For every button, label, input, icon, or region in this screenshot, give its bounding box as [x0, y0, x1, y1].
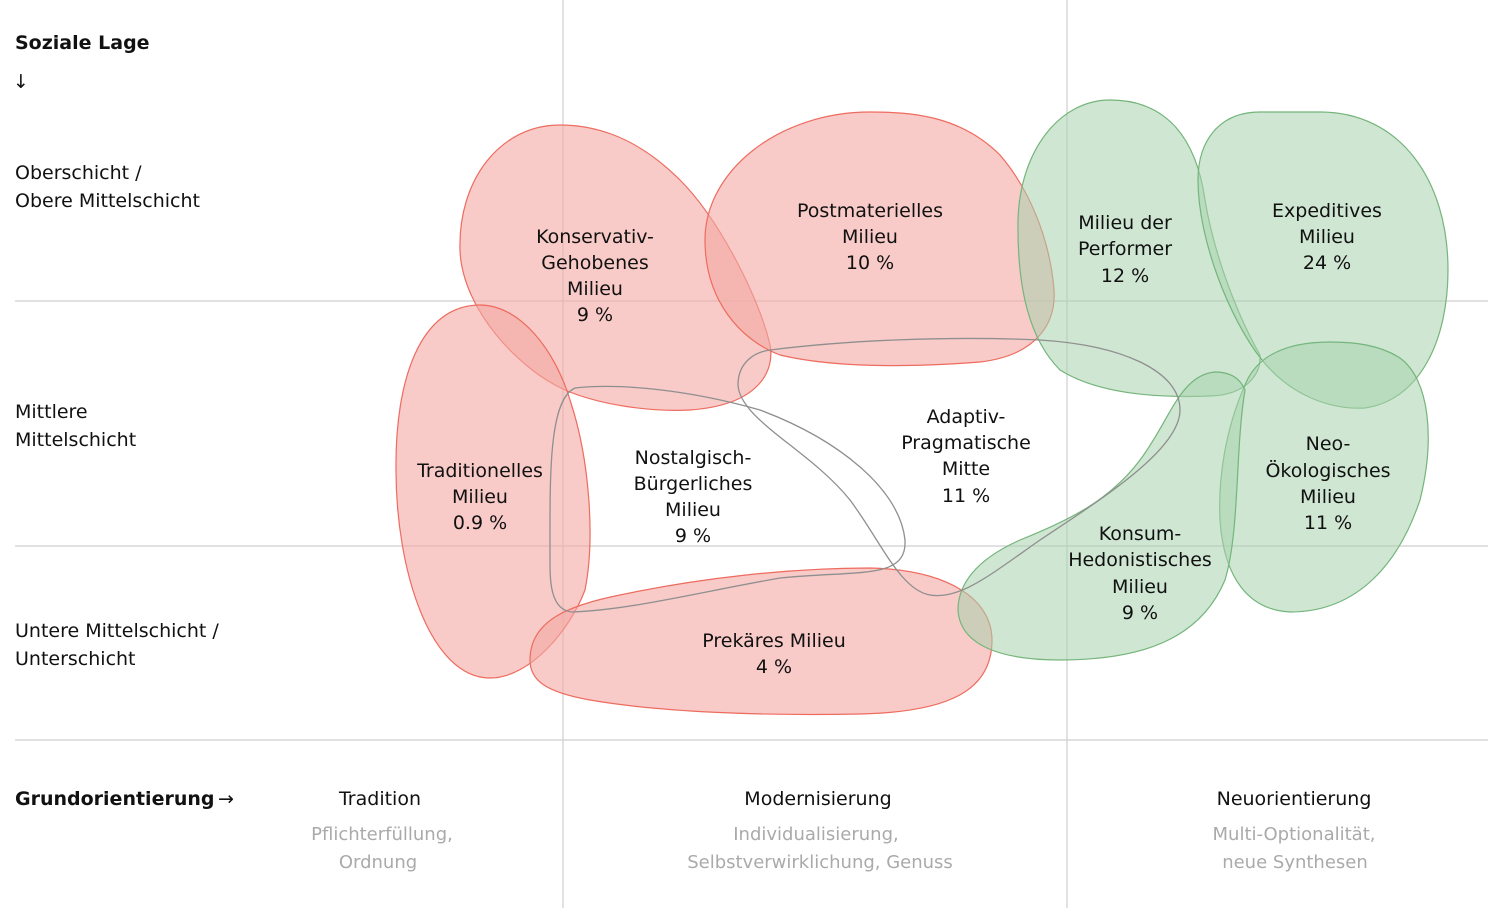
column-label: Tradition — [338, 788, 421, 810]
shape-traditionelles — [395, 304, 591, 679]
column-label: Modernisierung — [744, 788, 891, 810]
column-sub: Multi-Optionalität, — [1213, 824, 1376, 845]
shape-neo-oekologisches — [1219, 341, 1429, 613]
arrow-down-icon: ↓ — [13, 71, 29, 93]
milieu-label-postmaterielles: Postmaterielles Milieu 10 % — [797, 200, 943, 274]
column-sub: Selbstverwirklichung, Genuss — [687, 852, 953, 873]
y-axis: Soziale Lage ↓ Oberschicht / Obere Mitte… — [13, 32, 219, 670]
milieu-label-konservativ-gehobenes: Konservativ-Gehobenes Milieu 9 % — [536, 226, 654, 326]
milieu-label-konsum-hedonistisches: Konsum-Hedonistisches Milieu 9 % — [1068, 523, 1212, 624]
milieu-label-prekaeres: Prekäres Milieu 4 % — [702, 630, 846, 678]
row-label-line2: Unterschicht — [15, 648, 136, 670]
x-axis-title: Grundorientierung — [15, 788, 214, 810]
shape-konsum-hedonistisches — [957, 371, 1246, 661]
milieu-label-expeditives: Expeditives Milieu 24 % — [1272, 200, 1382, 274]
row-label-line1: Untere Mittelschicht / — [15, 620, 219, 642]
y-axis-title: Soziale Lage — [15, 32, 150, 54]
milieu-labels: Konservativ-Gehobenes Milieu 9 % Postmater… — [416, 200, 1390, 678]
column-sub: Ordnung — [339, 852, 417, 873]
column-label: Neuorientierung — [1217, 788, 1372, 810]
milieu-label-nostalgisch-buergerliches: Nostalgisch-Bürgerliches Milieu 9 % — [634, 447, 753, 547]
milieu-shapes — [395, 99, 1449, 716]
milieu-label-performer: Milieu der Performer 12 % — [1078, 212, 1172, 287]
shape-postmaterielles — [704, 111, 1055, 367]
row-label-line1: Mittlere — [15, 401, 88, 423]
row-label-line2: Obere Mittelschicht — [15, 190, 200, 212]
column-sub: Pflichterfüllung, — [311, 824, 453, 845]
milieu-label-adaptiv-pragmatische: Adaptiv-Pragmatische Mitte 11 % — [901, 406, 1031, 507]
shape-nostalgisch-buergerliches — [549, 385, 906, 613]
milieu-label-neo-oekologisches: Neo-Ökologisches Milieu 11 % — [1265, 433, 1390, 534]
column-sub: neue Synthesen — [1222, 852, 1368, 873]
milieu-label-traditionelles: Traditionelles Milieu 0.9 % — [416, 460, 543, 534]
row-label-line2: Mittelschicht — [15, 429, 136, 451]
arrow-right-icon: → — [218, 788, 234, 810]
column-sub: Individualisierung, — [733, 824, 898, 845]
row-label-line1: Oberschicht / — [15, 162, 142, 184]
shape-adaptiv-pragmatische — [737, 337, 1181, 597]
x-axis: Grundorientierung → Tradition Pflichterf… — [15, 788, 1375, 873]
